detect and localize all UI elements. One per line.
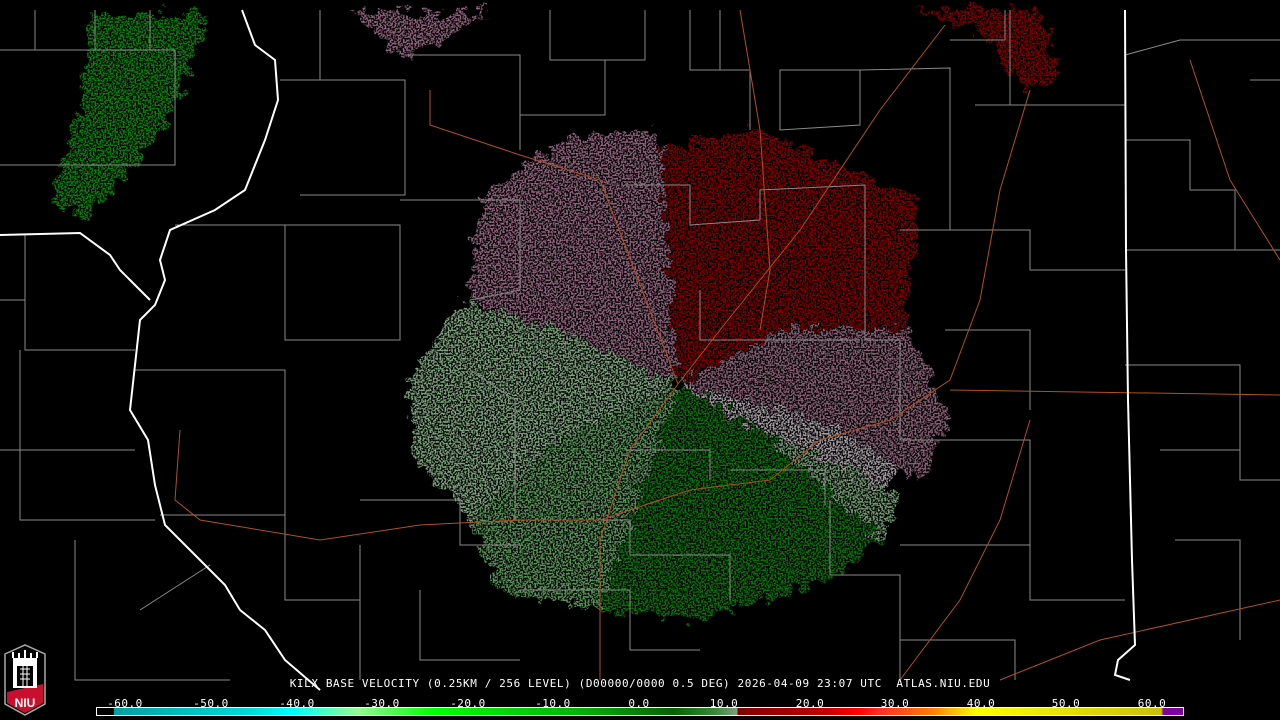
state-line-illinois-indiana <box>1113 9 1137 681</box>
colorbar-label: 40.0 <box>966 697 996 710</box>
colorbar-label: -20.0 <box>450 697 486 710</box>
echo-pink-n-far <box>350 12 490 60</box>
colorbar-label: 0.0 <box>628 697 650 710</box>
niu-logo: NIU <box>3 644 47 716</box>
colorbar-labels: -60.0 -50.0 -40.0 -30.0 -20.0 -10.0 0.0 … <box>0 697 1280 710</box>
colorbar-label: -10.0 <box>535 697 571 710</box>
state-line-iowa-missouri <box>0 231 151 301</box>
product-title: KILX BASE VELOCITY (0.25KM / 256 LEVEL) … <box>289 677 991 690</box>
state-line-mississippi-river <box>128 9 321 691</box>
colorbar-label: -50.0 <box>193 697 229 710</box>
colorbar-label: -60.0 <box>107 697 143 710</box>
velocity-colorbar <box>96 707 1184 716</box>
echo-inbound-lightgreen-se <box>760 430 900 540</box>
radar-echoes <box>50 10 1060 620</box>
colorbar-label: 10.0 <box>709 697 739 710</box>
colorbar-label: 30.0 <box>880 697 910 710</box>
colorbar-label: 60.0 <box>1137 697 1167 710</box>
colorbar-label: -40.0 <box>279 697 315 710</box>
echo-outbound-red-ne <box>660 130 920 384</box>
echo-inbound-darkgreen-s <box>600 384 880 620</box>
county-lines <box>0 10 1280 681</box>
echo-inbound-lightgreen-w <box>410 300 678 520</box>
echo-red-ne-far <box>910 10 1060 85</box>
colorbar-label: 20.0 <box>795 697 825 710</box>
niu-logo-text: NIU <box>15 696 36 710</box>
colorbar-label: 50.0 <box>1051 697 1081 710</box>
echo-inbound-lightgreen-sw <box>470 384 678 610</box>
highways <box>174 9 1280 681</box>
state-lines <box>0 9 1137 691</box>
echo-outbound-pink-e <box>678 330 950 480</box>
echo-green-nw-far <box>50 12 210 220</box>
colorbar-label: -30.0 <box>364 697 400 710</box>
